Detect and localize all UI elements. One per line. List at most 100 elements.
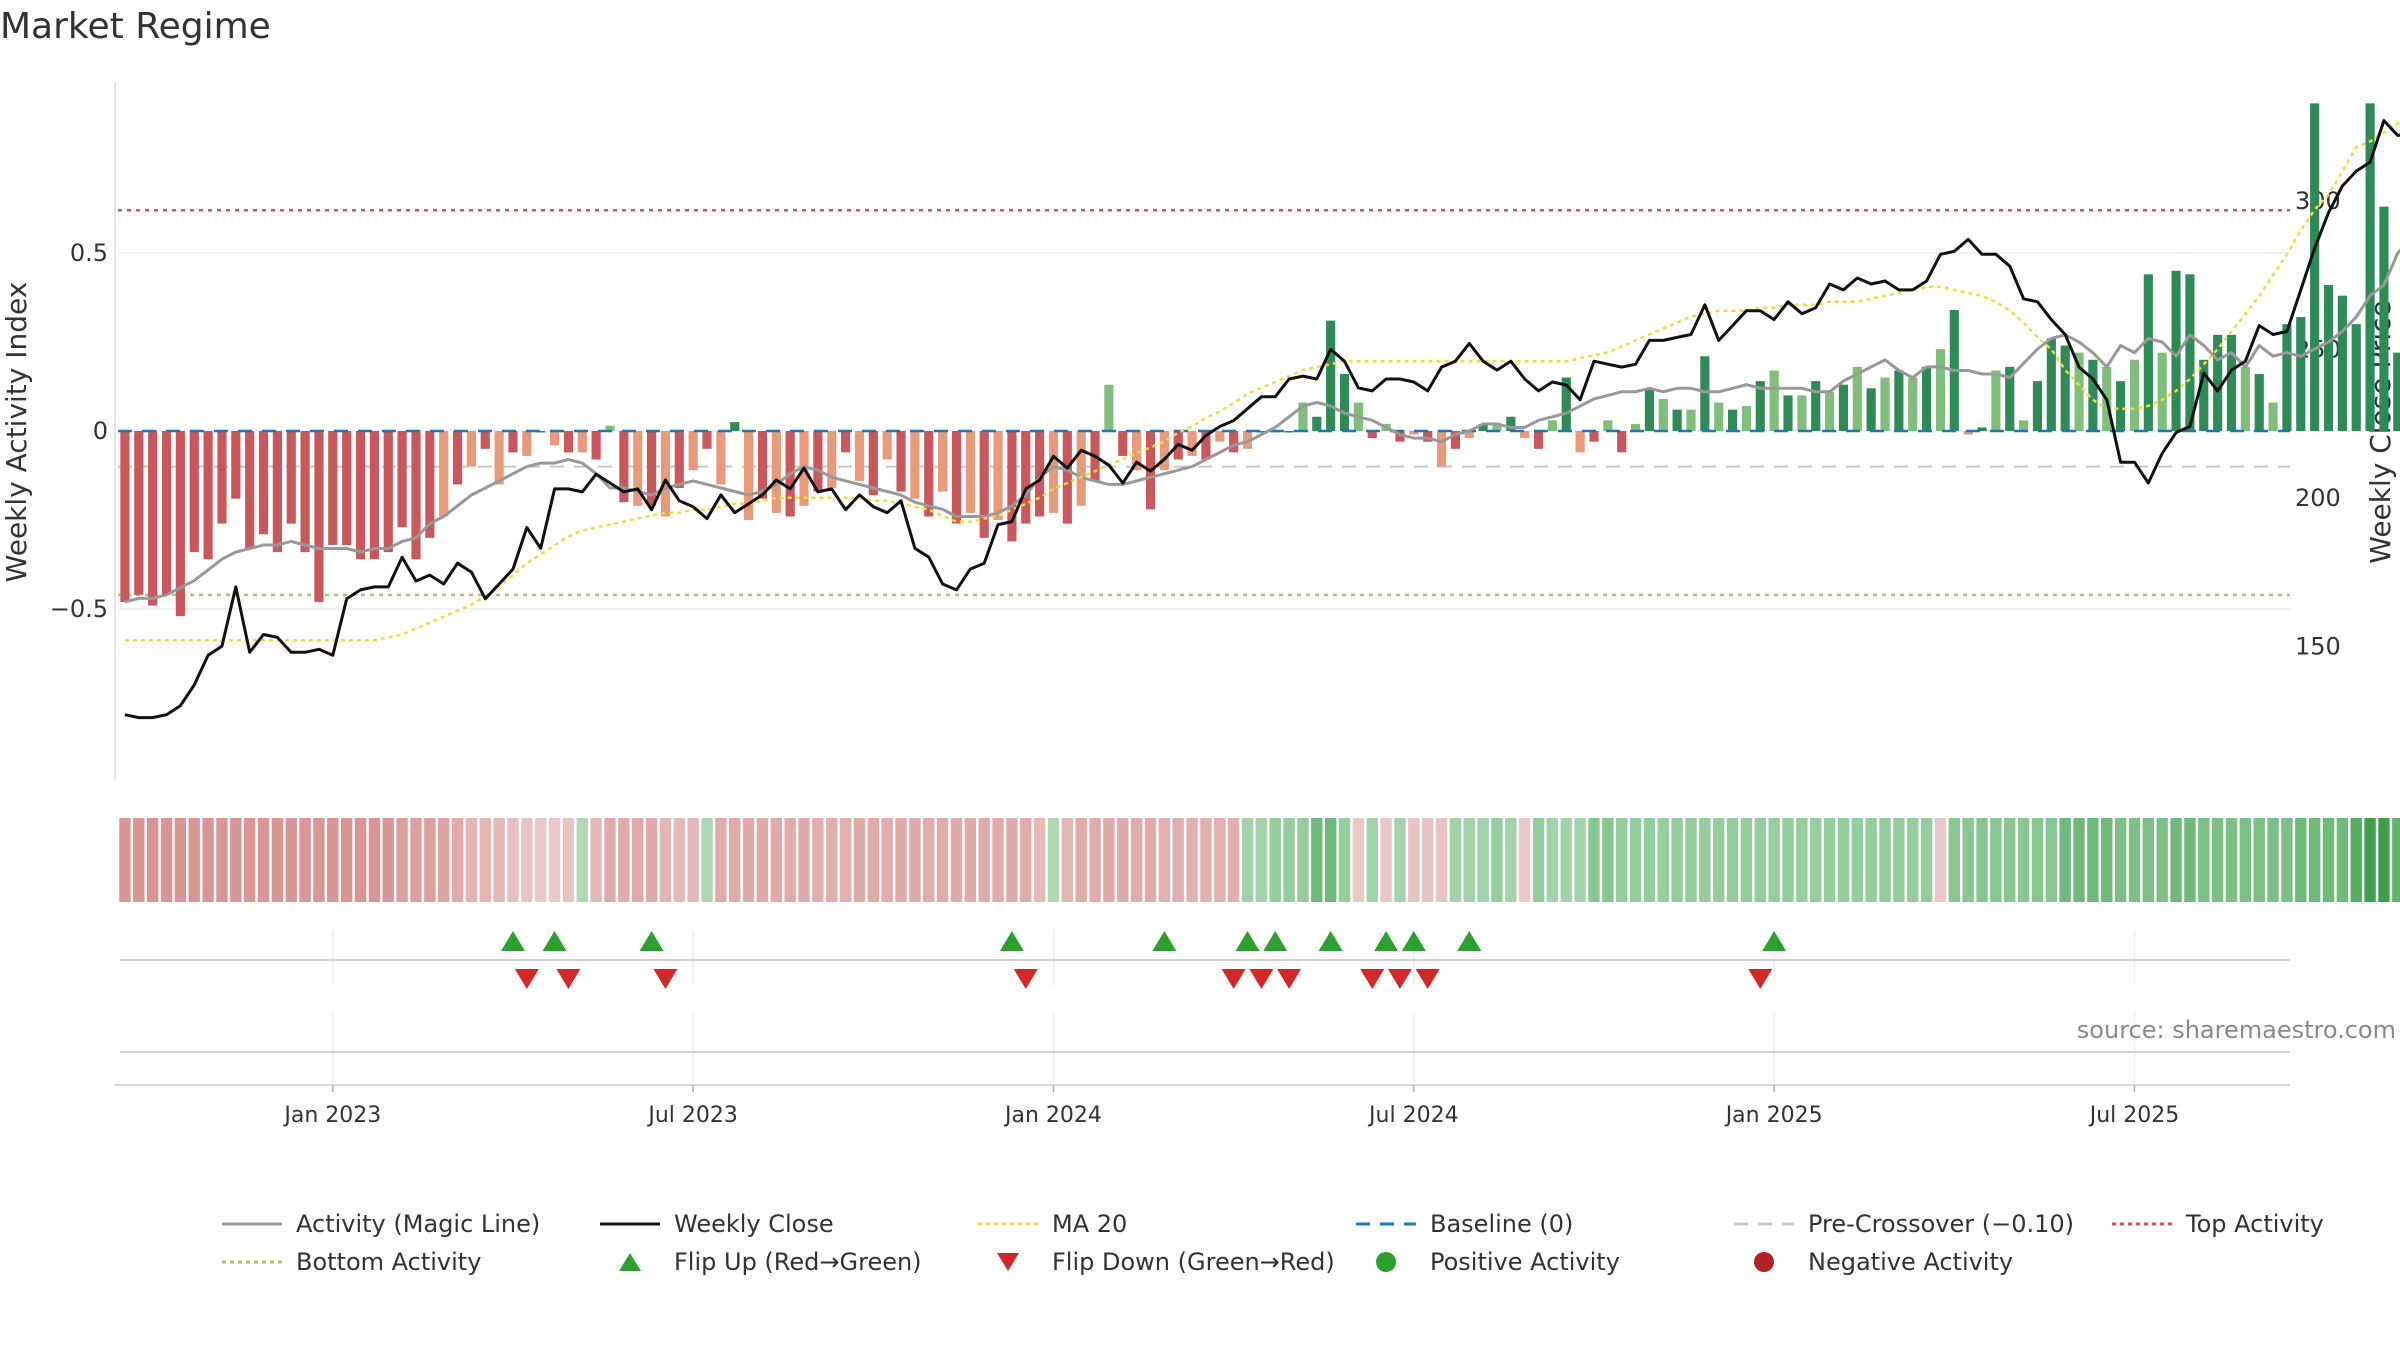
x-tick-label: Jul 2025	[2088, 1103, 2180, 1128]
legend-label: MA 20	[1052, 1210, 1128, 1238]
regime-strip-cell	[1823, 818, 1836, 902]
x-tick-label: Jan 2025	[1724, 1103, 1823, 1128]
legend-symbol	[1356, 1222, 1416, 1226]
legend-label: Flip Up (Red→Green)	[674, 1248, 922, 1276]
regime-strip-cell	[160, 818, 173, 902]
regime-strip-cell	[1477, 818, 1489, 902]
activity-bar	[1284, 431, 1294, 433]
activity-bar	[1603, 420, 1613, 431]
regime-strip-cell	[659, 818, 672, 902]
activity-bar	[1935, 349, 1946, 431]
regime-strip-cell	[770, 818, 782, 902]
regime-strip-cell	[673, 818, 685, 902]
regime-strip-cell	[1740, 818, 1753, 902]
flip-up-marker	[999, 931, 1024, 951]
activity-bar	[1395, 431, 1405, 442]
regime-strip-cell	[1616, 818, 1628, 902]
activity-bar	[245, 431, 255, 549]
y-right-tick-label: 150	[2295, 632, 2341, 660]
regime-strip-cell	[1519, 818, 1531, 902]
regime-strip-cell	[493, 818, 505, 902]
regime-strip-cell	[2198, 818, 2210, 902]
regime-strip-cell	[368, 818, 381, 902]
regime-strip-cell	[2336, 818, 2349, 902]
regime-strip-cell	[202, 818, 214, 902]
activity-bar	[2379, 206, 2389, 431]
activity-bar	[591, 431, 601, 460]
activity-bar	[2116, 381, 2126, 431]
activity-bar	[813, 431, 823, 492]
activity-bar	[217, 431, 227, 524]
regime-strip-cell	[1075, 818, 1087, 902]
regime-strip-cell	[465, 818, 478, 902]
legend-mark	[1376, 1252, 1396, 1272]
regime-strip-cell	[174, 818, 187, 902]
regime-strip-cell	[1505, 818, 1517, 902]
regime-strip-cell	[2045, 818, 2058, 902]
activity-bar	[1755, 381, 1765, 431]
activity-bar	[910, 431, 920, 499]
activity-bar	[134, 431, 144, 595]
activity-bar	[1215, 431, 1225, 442]
activity-bar	[2032, 381, 2043, 431]
activity-bar	[383, 431, 393, 553]
flip-up-marker	[1318, 931, 1343, 951]
activity-bar	[1464, 431, 1474, 439]
regime-strip-cell	[2073, 818, 2085, 902]
activity-bar	[2185, 274, 2195, 431]
flip-down-marker	[1387, 969, 1412, 989]
regime-strip-cell	[1227, 818, 1240, 902]
legend-symbol	[619, 1253, 641, 1271]
regime-strip-cell	[1394, 818, 1406, 902]
activity-bar	[2005, 366, 2015, 431]
regime-strip-cell	[1047, 818, 1060, 902]
y-right-tick-label: 200	[2295, 484, 2341, 512]
x-tick-label: Jan 2023	[282, 1103, 381, 1128]
regime-strip-cell	[1754, 818, 1766, 902]
activity-bar	[1326, 320, 1336, 431]
regime-strip-cell	[2142, 818, 2155, 902]
activity-bar	[1630, 423, 1641, 431]
activity-bar	[757, 431, 768, 499]
regime-strip-cell	[271, 818, 284, 902]
legend-mark	[997, 1253, 1019, 1271]
activity-bar	[369, 431, 379, 560]
regime-strip-cell	[2017, 818, 2030, 902]
activity-bar	[2240, 366, 2250, 431]
regime-strip-cell	[1560, 818, 1572, 902]
regime-strip-cell	[2225, 818, 2238, 902]
regime-strip-cell	[479, 818, 491, 902]
regime-strip-cell	[2156, 818, 2168, 902]
regime-strip-cell	[1061, 818, 1074, 902]
regime-strip-cell	[2308, 818, 2321, 902]
regime-strip-cell	[1629, 818, 1642, 902]
regime-strip-cell	[2350, 818, 2362, 902]
regime-strip-cell	[1810, 818, 1822, 902]
regime-strip-cell	[2239, 818, 2252, 902]
regime-strip-cell	[1837, 818, 1850, 902]
regime-strip-cell	[1172, 818, 1184, 902]
flip-up-marker	[639, 931, 664, 951]
regime-strip-cell	[1671, 818, 1683, 902]
activity-bar	[300, 431, 310, 553]
activity-bar	[1894, 370, 1904, 431]
activity-bar	[1201, 431, 1211, 460]
activity-bar	[633, 431, 643, 506]
activity-bar	[1811, 381, 1821, 431]
flip-down-marker	[1221, 969, 1246, 989]
regime-strip-cell	[410, 818, 422, 902]
legend-symbol	[222, 1260, 282, 1264]
activity-bar	[508, 431, 518, 453]
activity-bar	[1062, 431, 1072, 524]
legend-label: Positive Activity	[1430, 1248, 1620, 1276]
regime-strip-cell	[978, 818, 990, 902]
activity-bar	[1589, 431, 1599, 442]
activity-bar	[938, 431, 948, 492]
regime-strip-cell	[2392, 818, 2400, 902]
regime-strip-cell	[2267, 818, 2279, 902]
regime-strip-cell	[1699, 818, 1711, 902]
activity-bar	[203, 431, 213, 560]
activity-bar	[1922, 366, 1932, 431]
activity-bar	[1977, 427, 1987, 431]
regime-strip-cell	[1865, 818, 1877, 902]
